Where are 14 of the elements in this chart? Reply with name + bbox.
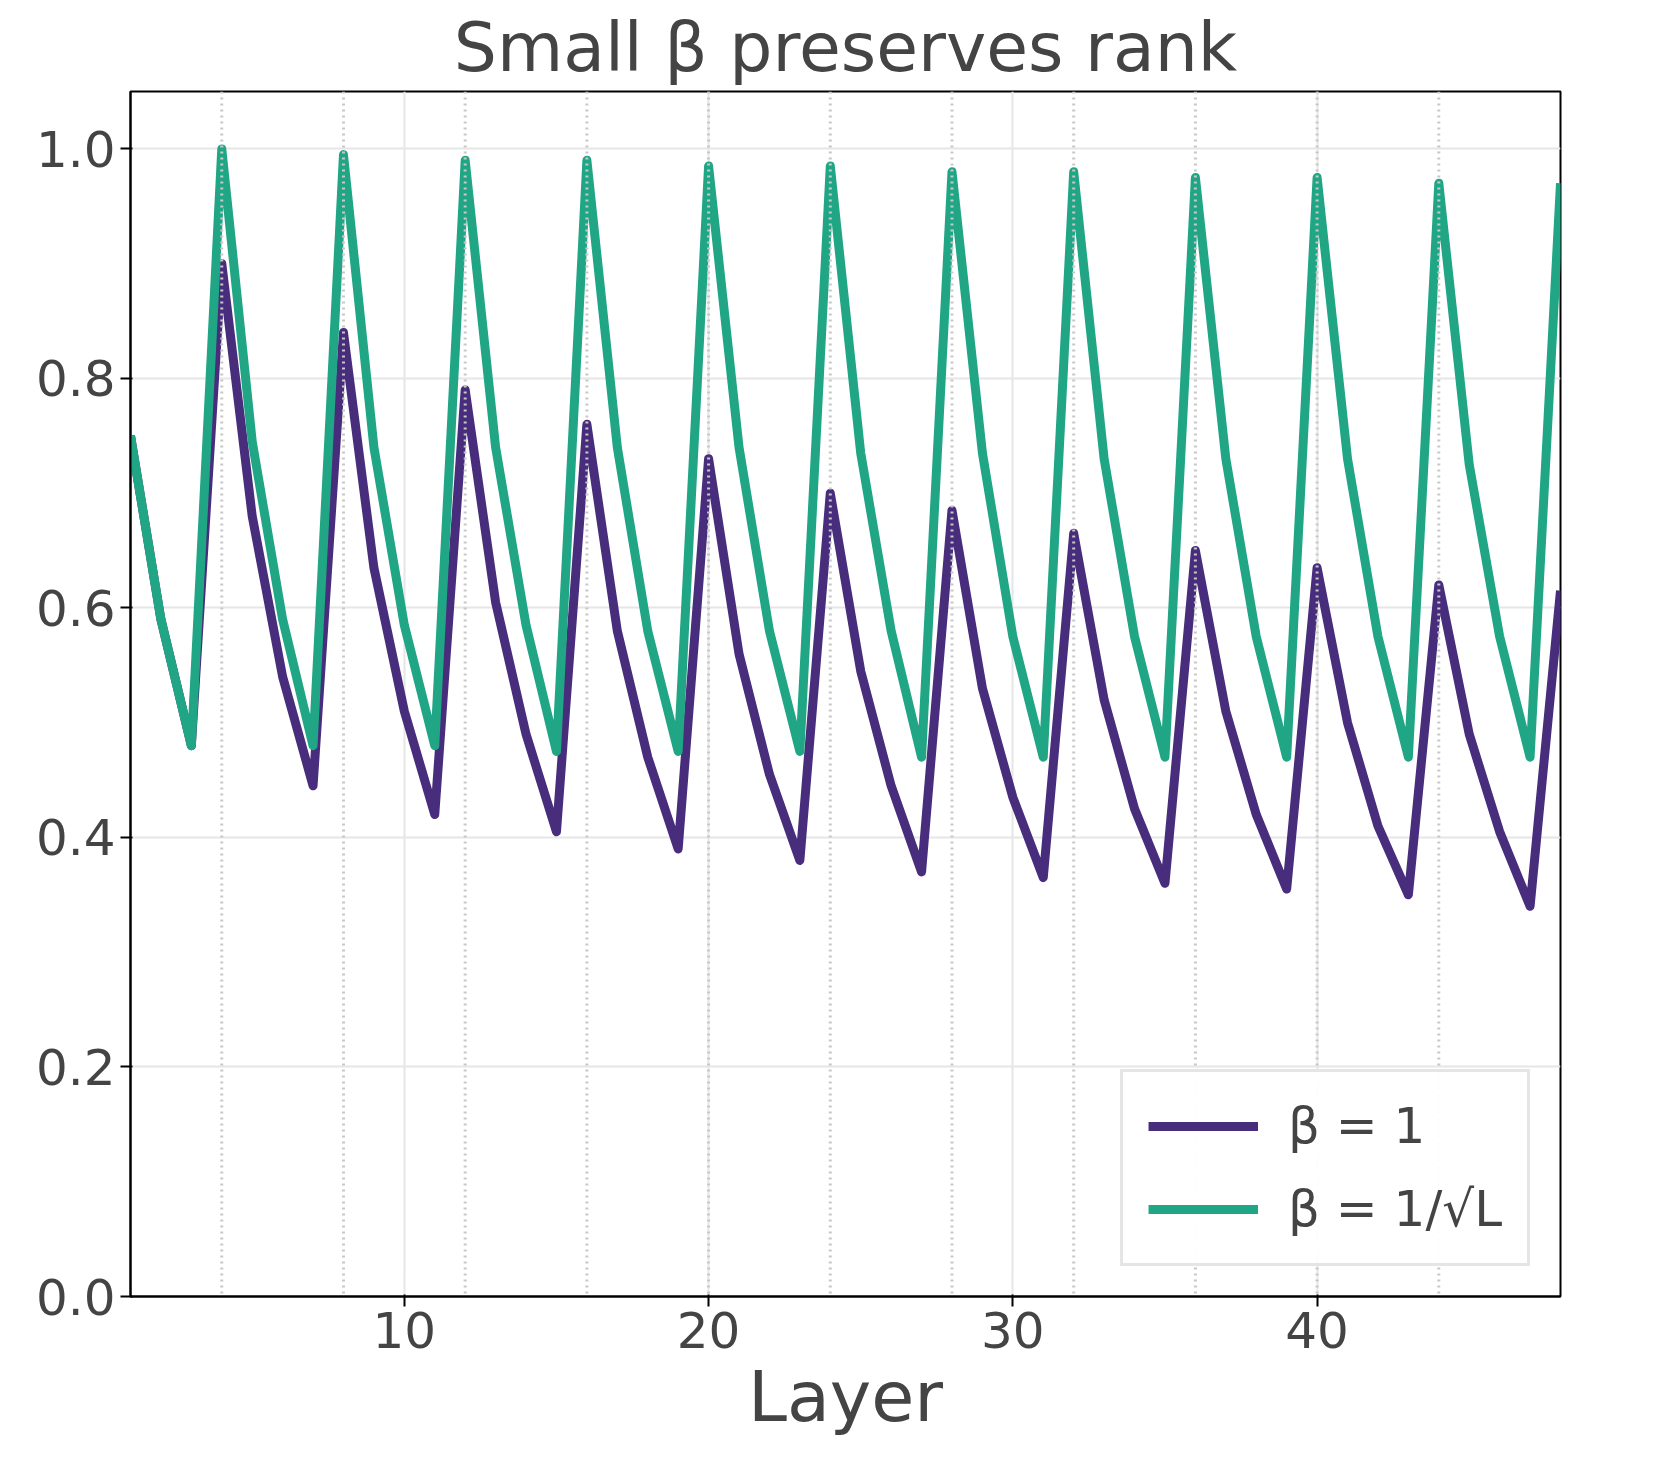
y-tick-label: 1.0 bbox=[35, 120, 116, 179]
x-tick-label: 40 bbox=[1285, 1301, 1349, 1360]
x-axis-title: Layer bbox=[747, 1355, 944, 1438]
y-tick-label: 0.0 bbox=[35, 1268, 116, 1327]
y-tick-label: 0.8 bbox=[35, 350, 116, 409]
x-tick-label: 20 bbox=[676, 1301, 741, 1360]
legend-label: β = 1 bbox=[1288, 1097, 1426, 1155]
legend-label: β = 1/√L bbox=[1288, 1180, 1502, 1238]
chart-title: Small β preserves rank bbox=[453, 7, 1238, 87]
y-tick-label: 0.6 bbox=[35, 579, 116, 638]
y-tick-label: 0.4 bbox=[35, 809, 116, 868]
y-tick-label: 0.2 bbox=[35, 1038, 116, 1097]
x-tick-label: 30 bbox=[981, 1301, 1045, 1360]
x-tick-label: 10 bbox=[372, 1301, 437, 1360]
